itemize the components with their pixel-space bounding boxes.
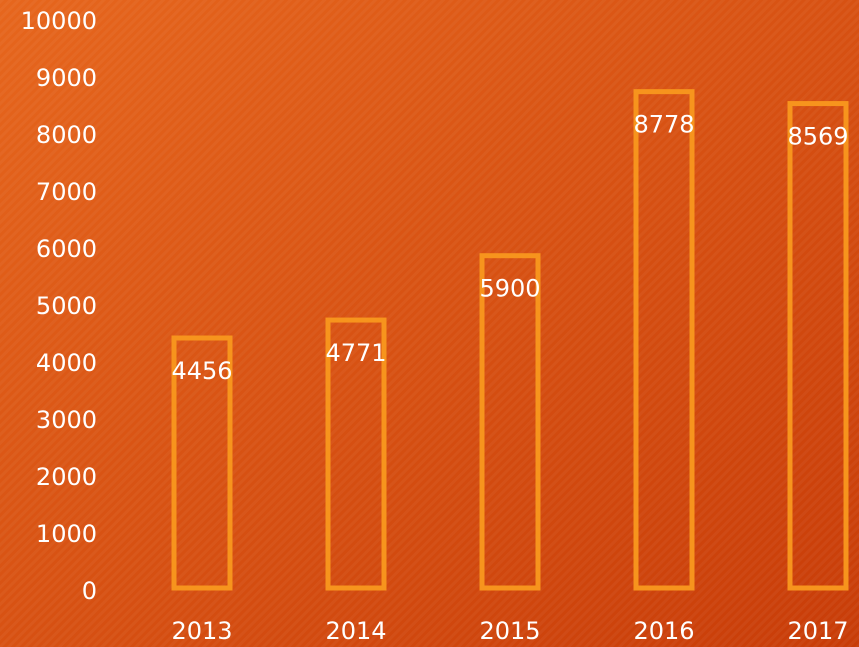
data-label: 8778	[633, 111, 694, 139]
data-label: 5900	[479, 275, 540, 303]
data-label: 4456	[171, 357, 232, 385]
bar	[633, 89, 695, 591]
y-tick-label: 6000	[36, 235, 97, 263]
x-tick-label: 2016	[633, 617, 694, 645]
data-label: 8569	[787, 123, 848, 151]
y-tick-label: 3000	[36, 406, 97, 434]
y-tick-label: 2000	[36, 463, 97, 491]
y-tick-label: 10000	[21, 7, 97, 35]
bar	[787, 101, 849, 591]
y-tick-label: 4000	[36, 349, 97, 377]
y-tick-label: 7000	[36, 178, 97, 206]
y-tick-label: 5000	[36, 292, 97, 320]
x-tick-label: 2013	[171, 617, 232, 645]
x-tick-label: 2015	[479, 617, 540, 645]
x-tick-label: 2017	[787, 617, 848, 645]
bar	[479, 253, 541, 591]
y-tick-label: 9000	[36, 64, 97, 92]
bar	[325, 317, 387, 591]
bar	[171, 335, 233, 591]
y-tick-label: 8000	[36, 121, 97, 149]
data-label: 4771	[325, 339, 386, 367]
x-tick-label: 2014	[325, 617, 386, 645]
y-tick-label: 0	[82, 577, 97, 605]
y-tick-label: 1000	[36, 520, 97, 548]
